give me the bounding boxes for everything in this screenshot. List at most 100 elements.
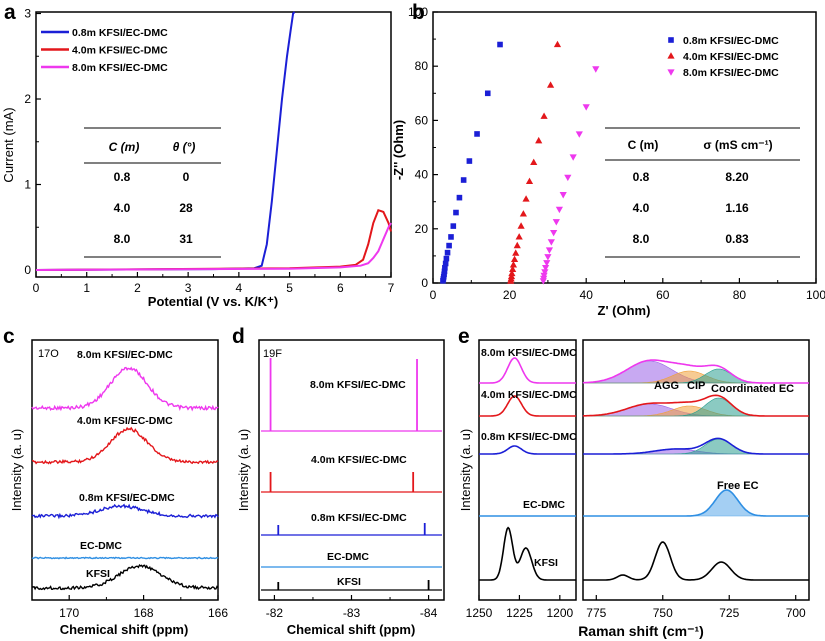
panel-b-point (540, 112, 548, 119)
annotation-cip: CIP (687, 380, 705, 392)
panel-b-xtick-label: 60 (656, 288, 670, 302)
panel-b-point (668, 37, 674, 43)
panel-b-point (545, 247, 554, 254)
panel-c-xtick-label: 166 (208, 606, 228, 620)
panel-e-frame-right (582, 339, 810, 601)
panel-b-point (515, 233, 523, 240)
panel-a-legend-label: 4.0m KFSI/EC-DMC (72, 45, 168, 57)
panel-b-xtick-label: 20 (503, 288, 517, 302)
panel-e: 1250 1225 1200 775 750 725 700 8.0m KFSI/EC-DM… (458, 339, 810, 639)
panel-e-xtick-label: 725 (719, 606, 739, 620)
panel-e-xtick-label: 1200 (546, 606, 573, 620)
panel-e-xtick-label: 1250 (466, 606, 493, 620)
panel-d-xtick-label: -82 (266, 606, 284, 620)
panel-b-point (547, 239, 555, 246)
panel-b-point (544, 254, 552, 261)
panel-d-trace-label: 4.0m KFSI/EC-DMC (311, 454, 407, 466)
panel-a-ytick-label: 1 (24, 178, 31, 192)
panel-d-trace-label: KFSI (337, 576, 361, 588)
panel-a-series-line (35, 208, 392, 271)
panel-c-trace-label: 8.0m KFSI/EC-DMC (77, 349, 173, 361)
panel-a-xtick-label: 0 (33, 281, 40, 295)
panel-c-trace (31, 503, 219, 520)
panel-b-table-cell: 1.16 (725, 201, 749, 215)
panel-e-trace-label: KFSI (534, 557, 558, 569)
panel-a-table-cell: 0.8 (114, 170, 131, 184)
panel-e-trace-right (583, 541, 809, 581)
panel-e-fit-component (583, 438, 809, 455)
panel-b-point (530, 158, 538, 166)
panel-b-table-cell: 4.0 (633, 201, 650, 215)
panel-e-xlabel: Raman shift (cm⁻¹) (578, 623, 704, 639)
panel-d-xtick-label: -84 (420, 606, 438, 620)
panel-b-ytick-label: 20 (415, 222, 429, 236)
panel-c-frame (31, 339, 219, 601)
panel-b-ylabel: -Z'' (Ohm) (391, 120, 406, 180)
panel-b-point (541, 269, 549, 276)
panel-d-trace-label: 8.0m KFSI/EC-DMC (310, 379, 406, 391)
panel-a-xlabel: Potential (V vs. K/K⁺) (148, 294, 278, 309)
panel-b-point (513, 241, 521, 249)
panel-e-trace-left (479, 445, 576, 455)
panel-b-table-header: C (m) (628, 138, 659, 152)
panel-b-point (540, 275, 548, 283)
panel-b-point (441, 268, 448, 275)
panel-label-d: d (232, 325, 245, 348)
panel-a-table-cell: 28 (179, 201, 193, 215)
panel-a-xtick-label: 3 (185, 281, 192, 295)
panel-b-ytick-label: 60 (415, 113, 429, 127)
panel-a-xtick-label: 1 (83, 281, 90, 295)
panel-a-ytick-label: 0 (24, 263, 31, 277)
panel-b-ytick-label: 40 (415, 168, 429, 182)
panel-b-xlabel: Z' (Ohm) (598, 303, 651, 318)
panel-b-legend-label: 0.8m KFSI/EC-DMC (683, 35, 779, 47)
panel-b-point (519, 210, 527, 217)
panel-a-table-header: C (m) (109, 140, 140, 154)
panel-b-xtick-label: 0 (430, 288, 437, 302)
panel-e-xtick-label: 1225 (506, 606, 533, 620)
panel-b-point (582, 104, 590, 111)
panel-c-trace-label: 4.0m KFSI/EC-DMC (77, 415, 173, 427)
panel-b-xtick-label: 100 (806, 288, 825, 302)
panel-c-ylabel: Intensity (a. u) (9, 429, 24, 511)
panel-b-point (453, 209, 459, 216)
panel-e-trace-right (583, 489, 809, 517)
panel-b-point (542, 264, 550, 272)
panel-c: 17O 170 168 166 8.0m KFSI/EC-DMC 4.0m KFSI/… (9, 339, 228, 637)
panel-e-trace-label: 4.0m KFSI/EC-DMC (481, 389, 577, 401)
panel-b-table-cell: 0.83 (725, 232, 749, 246)
panel-b-point (444, 249, 451, 256)
panel-b-xtick-label: 40 (580, 288, 594, 302)
panel-b-table-cell: 0.8 (633, 170, 650, 184)
panel-b-point (552, 219, 560, 226)
panel-c-xlabel: Chemical shift (ppm) (60, 622, 189, 637)
panel-a-ylabel: Current (mA) (1, 107, 16, 182)
panel-a-xtick-label: 7 (388, 281, 395, 295)
panel-e-trace-left (479, 357, 576, 384)
panel-b: 0 20 40 60 80 100 0 20 40 60 80 100 Z' (Ohm) -Z'' (… (391, 5, 825, 318)
panel-b-point (555, 206, 563, 214)
panel-b-point (550, 229, 558, 237)
panel-b-point (460, 177, 467, 183)
panel-d-trace-label: EC-DMC (327, 551, 369, 563)
panel-b-point (441, 271, 447, 278)
panel-b-point (509, 265, 517, 273)
panel-d: 19F -82 -83 -84 8.0m KFSI/EC-DMC 4.0m KFSI/… (236, 339, 445, 637)
panel-e-ylabel: Intensity (a. u) (458, 429, 473, 511)
panel-a-ytick-label: 3 (24, 7, 31, 21)
panel-d-nucleus: 19F (263, 348, 282, 360)
panel-c-xtick-label: 170 (59, 606, 79, 620)
panel-e-xtick-label: 750 (653, 606, 673, 620)
panel-b-ytick-label: 100 (408, 5, 428, 19)
panel-a-table-cell: 0 (183, 170, 190, 184)
panel-e-trace-right (583, 437, 809, 455)
panel-label-b: b (412, 1, 425, 24)
panel-e-trace-label: 8.0m KFSI/EC-DMC (481, 347, 577, 359)
panel-a-ytick-label: 2 (24, 92, 31, 106)
panel-e-frame-left (478, 339, 577, 601)
panel-e-trace-label: EC-DMC (523, 499, 565, 511)
annotation-free-ec: Free EC (717, 480, 759, 492)
panel-b-point (522, 195, 530, 202)
panel-b-table-cell: 8.0 (633, 232, 650, 246)
panel-c-trace-label: KFSI (86, 568, 110, 580)
